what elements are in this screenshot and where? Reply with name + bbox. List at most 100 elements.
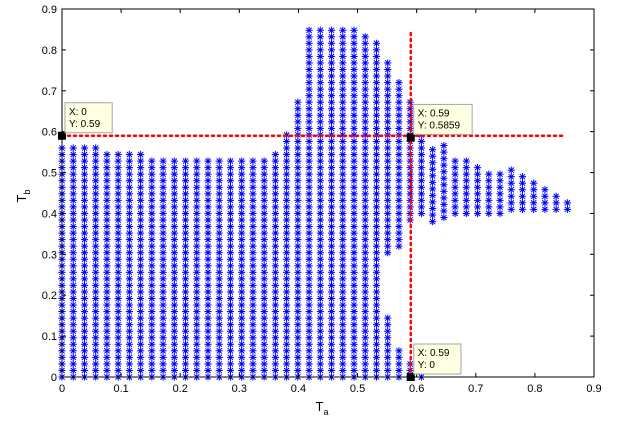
scatter-point xyxy=(316,183,324,191)
scatter-point xyxy=(294,177,302,185)
scatter-point xyxy=(69,209,77,218)
scatter-point xyxy=(417,190,425,198)
scatter-point xyxy=(327,85,336,93)
scatter-point xyxy=(137,321,145,329)
scatter-point xyxy=(260,164,268,172)
scatter-point xyxy=(361,150,369,159)
scatter-point xyxy=(181,334,190,342)
scatter-point xyxy=(440,155,448,163)
scatter-point xyxy=(384,170,392,178)
scatter-point xyxy=(451,170,459,178)
scatter-point xyxy=(339,98,347,106)
scatter-point xyxy=(92,150,100,159)
x-tick-label: 0.6 xyxy=(409,383,424,395)
scatter-point xyxy=(159,236,167,244)
datatip[interactable]: X: 0Y: 0.59 xyxy=(58,102,113,140)
scatter-point xyxy=(395,170,403,178)
scatter-point xyxy=(305,65,313,74)
scatter-point xyxy=(137,288,145,296)
datatip-marker[interactable] xyxy=(406,133,415,142)
scatter-point xyxy=(159,268,167,276)
scatter-point xyxy=(148,196,156,204)
scatter-point xyxy=(238,209,246,218)
datatip-marker[interactable] xyxy=(406,373,415,381)
scatter-point xyxy=(226,229,235,237)
scatter-point xyxy=(507,199,515,207)
scatter-point xyxy=(339,334,347,342)
scatter-point xyxy=(226,321,235,329)
scatter-point xyxy=(339,177,347,185)
scatter-point xyxy=(170,236,178,244)
scatter-point xyxy=(249,255,257,263)
scatter-point xyxy=(462,190,470,198)
datatip-text: Y: 0.59 xyxy=(69,119,101,130)
scatter-point xyxy=(215,307,223,316)
scatter-point xyxy=(215,334,223,342)
scatter-point xyxy=(260,236,268,244)
y-tick-label: 0 xyxy=(51,372,57,384)
scatter-point xyxy=(305,314,313,322)
scatter-point xyxy=(271,262,279,270)
scatter-point xyxy=(327,157,336,165)
scatter-point xyxy=(170,209,178,218)
scatter-point xyxy=(238,216,246,224)
scatter-point xyxy=(429,178,437,186)
scatter-point xyxy=(305,366,313,375)
scatter-point xyxy=(238,177,246,185)
scatter-point xyxy=(260,347,268,355)
scatter-point xyxy=(350,307,358,316)
scatter-point xyxy=(518,179,527,187)
scatter-point xyxy=(103,281,111,290)
scatter-point xyxy=(294,150,302,159)
scatter-point xyxy=(327,327,336,335)
scatter-point xyxy=(518,199,527,207)
datatip-marker[interactable] xyxy=(58,131,66,140)
scatter-point xyxy=(361,327,369,335)
scatter-point xyxy=(92,144,100,152)
scatter-point xyxy=(271,281,279,290)
scatter-point xyxy=(294,190,302,198)
scatter-point xyxy=(215,242,223,250)
scatter-point xyxy=(125,307,133,316)
scatter-point xyxy=(327,353,336,361)
scatter-point xyxy=(170,321,178,329)
datatip[interactable]: X: 0.59Y: 0.5859 xyxy=(406,103,473,142)
scatter-point xyxy=(283,262,291,270)
datatip-text: Y: 0 xyxy=(418,360,436,371)
scatter-point xyxy=(361,59,369,67)
scatter-point xyxy=(372,307,381,316)
scatter-point xyxy=(80,229,89,237)
scatter-point xyxy=(305,190,313,198)
scatter-point xyxy=(350,216,358,224)
scatter-point xyxy=(440,207,448,215)
scatter-point xyxy=(361,111,369,119)
scatter-point xyxy=(350,124,358,132)
scatter-point xyxy=(159,334,167,342)
scatter-point xyxy=(159,314,167,322)
scatter-point xyxy=(92,327,100,335)
scatter-point xyxy=(485,196,493,204)
scatter-point xyxy=(339,79,347,87)
scatter-point xyxy=(350,46,358,54)
scatter-point xyxy=(103,170,111,178)
scatter-point xyxy=(215,275,223,283)
scatter-point xyxy=(114,321,122,329)
scatter-point xyxy=(204,229,212,237)
scatter-point xyxy=(361,281,369,290)
scatter-point xyxy=(451,196,459,204)
scatter-point xyxy=(271,314,279,322)
scatter-point xyxy=(429,159,437,167)
scatter-point xyxy=(316,275,324,283)
scatter-point xyxy=(137,249,145,257)
scatter-point xyxy=(69,203,77,211)
scatter-point xyxy=(316,92,324,100)
scatter-point xyxy=(305,203,313,211)
scatter-point xyxy=(530,179,538,187)
scatter-point xyxy=(103,327,111,335)
scatter-point xyxy=(316,203,324,211)
scatter-point xyxy=(103,249,111,257)
scatter-point xyxy=(339,288,347,296)
scatter-point xyxy=(316,26,324,34)
scatter-point xyxy=(80,196,89,204)
datatip[interactable]: X: 0.59Y: 0 xyxy=(406,343,462,381)
